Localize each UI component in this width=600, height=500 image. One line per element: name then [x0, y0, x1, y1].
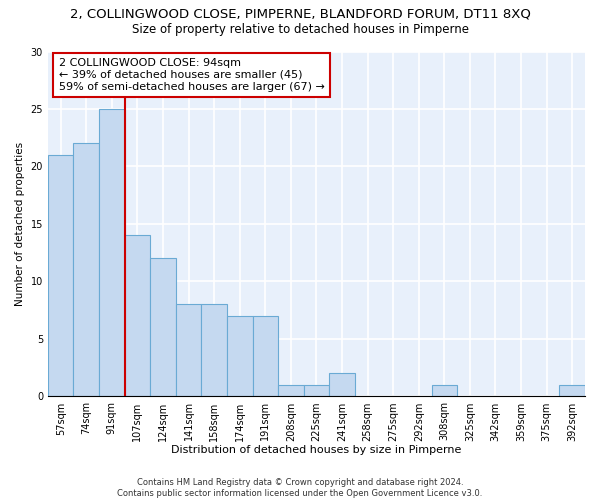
Bar [48, 155, 73, 396]
Bar [559, 385, 585, 396]
Bar [278, 385, 304, 396]
Bar [125, 236, 150, 396]
Bar [176, 304, 202, 396]
Bar [227, 316, 253, 396]
Text: Contains HM Land Registry data © Crown copyright and database right 2024.
Contai: Contains HM Land Registry data © Crown c… [118, 478, 482, 498]
Bar [202, 304, 227, 396]
Bar [99, 109, 125, 397]
Text: 2, COLLINGWOOD CLOSE, PIMPERNE, BLANDFORD FORUM, DT11 8XQ: 2, COLLINGWOOD CLOSE, PIMPERNE, BLANDFOR… [70, 8, 530, 20]
Bar [431, 385, 457, 396]
Bar [329, 374, 355, 396]
Text: Size of property relative to detached houses in Pimperne: Size of property relative to detached ho… [131, 22, 469, 36]
Y-axis label: Number of detached properties: Number of detached properties [15, 142, 25, 306]
X-axis label: Distribution of detached houses by size in Pimperne: Distribution of detached houses by size … [171, 445, 461, 455]
Bar [253, 316, 278, 396]
Bar [73, 144, 99, 396]
Bar [304, 385, 329, 396]
Text: 2 COLLINGWOOD CLOSE: 94sqm
← 39% of detached houses are smaller (45)
59% of semi: 2 COLLINGWOOD CLOSE: 94sqm ← 39% of deta… [59, 58, 325, 92]
Bar [150, 258, 176, 396]
